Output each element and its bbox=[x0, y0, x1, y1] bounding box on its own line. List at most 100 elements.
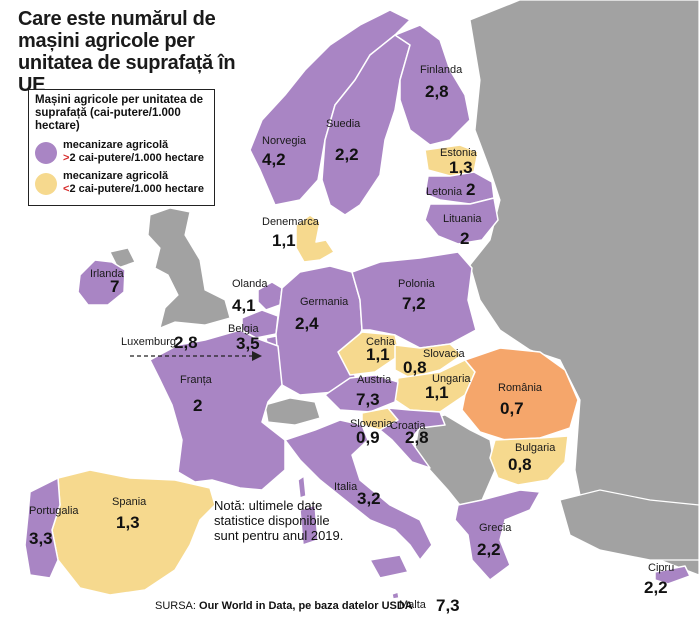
label-franta-name: Franța bbox=[180, 374, 212, 386]
label-polonia-value: 7,2 bbox=[402, 294, 426, 313]
legend-high-sign: > bbox=[63, 152, 70, 164]
label-spania-value: 1,3 bbox=[116, 513, 140, 532]
source-text: Our World in Data, pe baza datelor USDA bbox=[199, 600, 413, 612]
source-line: SURSA: Our World in Data, pe baza datelo… bbox=[155, 600, 413, 612]
label-suedia-value: 2,2 bbox=[335, 145, 359, 164]
label-bulgaria-name: Bulgaria bbox=[515, 442, 556, 454]
label-grecia-value: 2,2 bbox=[477, 540, 501, 559]
northern-ireland bbox=[109, 247, 136, 269]
label-spania-name: Spania bbox=[112, 496, 147, 508]
label-italia-name: Italia bbox=[334, 481, 358, 493]
legend-heading: Mașini agricole per unitatea de suprafaț… bbox=[35, 94, 204, 132]
great-britain bbox=[147, 207, 231, 329]
country-corsica bbox=[297, 475, 307, 499]
label-austria-name: Austria bbox=[357, 374, 392, 386]
label-belgia-name: Belgia bbox=[228, 323, 259, 335]
label-polonia-name: Polonia bbox=[398, 278, 435, 290]
label-luxemburg-value: 2,8 bbox=[174, 333, 198, 352]
label-franta-value: 2 bbox=[193, 396, 203, 415]
label-croatia-name: Croația bbox=[390, 420, 426, 432]
country-irlanda bbox=[77, 259, 126, 306]
country-germania bbox=[275, 265, 363, 396]
label-finlanda-name: Finlanda bbox=[420, 64, 463, 76]
non-eu-land bbox=[109, 0, 699, 576]
map-title: Care este numărul de mașini agricole per… bbox=[18, 8, 236, 96]
label-grecia-name: Grecia bbox=[479, 522, 512, 534]
eastern-europe-land bbox=[469, 0, 699, 576]
legend-low-sign: < bbox=[63, 183, 70, 195]
label-germania-name: Germania bbox=[300, 296, 349, 308]
label-norvegia-value: 4,2 bbox=[262, 150, 286, 169]
legend: Mașini agricole per unitatea de suprafaț… bbox=[28, 89, 215, 206]
label-estonia-value: 1,3 bbox=[449, 158, 473, 177]
country-polonia bbox=[351, 251, 477, 349]
country-suedia bbox=[321, 34, 411, 216]
label-malta-value: 7,3 bbox=[436, 596, 460, 615]
country-bulgaria bbox=[489, 435, 569, 486]
label-portugalia-name: Portugalia bbox=[29, 505, 79, 517]
label-ungaria-name: Ungaria bbox=[432, 373, 471, 385]
legend-swatch-high bbox=[35, 142, 57, 164]
label-slovacia-value: 0,8 bbox=[403, 358, 427, 377]
turkey bbox=[559, 489, 699, 561]
luxemburg-arrow bbox=[130, 351, 262, 361]
label-cehia-name: Cehia bbox=[366, 336, 395, 348]
legend-item-high: mecanizare agricolă >2 cai-putere/1.000 … bbox=[35, 139, 208, 165]
label-italia-value: 3,2 bbox=[357, 489, 381, 508]
country-croatia bbox=[379, 407, 446, 469]
label-romania-value: 0,7 bbox=[500, 399, 524, 418]
label-irlanda-value: 7 bbox=[110, 277, 120, 296]
legend-swatch-low bbox=[35, 173, 57, 195]
label-austria-value: 7,3 bbox=[356, 390, 380, 409]
country-norvegia bbox=[249, 9, 411, 206]
label-lituania-name: Lituania bbox=[443, 213, 482, 225]
country-austria bbox=[324, 374, 399, 413]
legend-item-low: mecanizare agricolă <2 cai-putere/1.000 … bbox=[35, 170, 208, 196]
label-slovacia-name: Slovacia bbox=[423, 348, 465, 360]
label-slovenia-name: Slovenia bbox=[350, 418, 393, 430]
label-cipru-name: Cipru bbox=[648, 562, 675, 574]
country-malta bbox=[391, 591, 400, 600]
label-olanda-value: 4,1 bbox=[232, 296, 256, 315]
label-olanda-name: Olanda bbox=[232, 278, 268, 290]
label-norvegia-name: Norvegia bbox=[262, 135, 307, 147]
label-letonia-value: 2 bbox=[466, 180, 476, 199]
label-cipru-value: 2,2 bbox=[644, 578, 668, 597]
country-sicilia bbox=[369, 554, 409, 579]
label-lituania-value: 2 bbox=[460, 229, 470, 248]
footnote: Notă: ultimele date statistice disponibi… bbox=[214, 498, 344, 543]
legend-low-label-a: mecanizare agricolă bbox=[63, 170, 169, 182]
country-slovacia bbox=[394, 343, 463, 379]
legend-low-label-b: 2 cai-putere/1.000 hectare bbox=[69, 183, 204, 195]
label-croatia-value: 2,8 bbox=[405, 428, 429, 447]
label-slovenia-value: 0,9 bbox=[356, 428, 380, 447]
label-portugalia-value: 3,3 bbox=[29, 529, 53, 548]
label-estonia-name: Estonia bbox=[440, 147, 477, 159]
label-irlanda-name: Irlanda bbox=[90, 268, 124, 280]
label-germania-value: 2,4 bbox=[295, 314, 319, 333]
label-danemarca-value: 1,1 bbox=[272, 231, 296, 250]
country-danemarca bbox=[295, 214, 335, 263]
label-cehia-value: 1,1 bbox=[366, 345, 390, 364]
label-letonia-name: Letonia bbox=[426, 186, 463, 198]
legend-high-label-b: 2 cai-putere/1.000 hectare bbox=[69, 152, 204, 164]
country-italia bbox=[284, 419, 433, 561]
label-suedia-name: Suedia bbox=[326, 118, 361, 130]
label-ungaria-value: 1,1 bbox=[425, 383, 449, 402]
label-luxemburg-name: Luxemburg bbox=[121, 336, 177, 348]
country-portugalia bbox=[24, 477, 61, 579]
label-romania-name: România bbox=[498, 382, 543, 394]
label-finlanda-value: 2,8 bbox=[425, 82, 449, 101]
country-franta bbox=[149, 329, 286, 491]
country-cipru bbox=[654, 565, 691, 585]
label-danemarca-name: Denemarca bbox=[262, 216, 319, 228]
country-sardinia bbox=[299, 504, 319, 546]
country-lituania bbox=[424, 197, 499, 245]
label-malta-name: Malta bbox=[399, 599, 426, 611]
label-belgia-value: 3,5 bbox=[236, 334, 260, 353]
switzerland bbox=[264, 397, 321, 426]
label-bulgaria-value: 0,8 bbox=[508, 455, 532, 474]
source-prefix: SURSA: bbox=[155, 600, 196, 612]
